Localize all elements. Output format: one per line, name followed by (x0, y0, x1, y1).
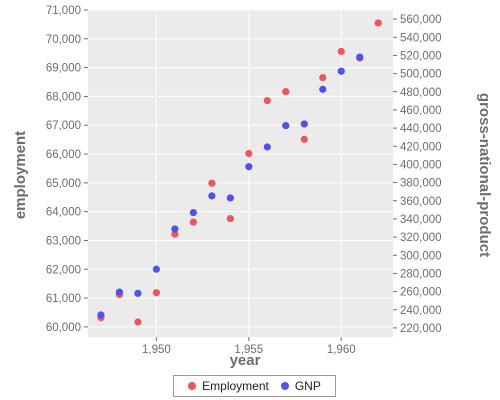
y-left-tick-label: 65,000 (46, 178, 81, 190)
y-left-axis-title: employment (12, 131, 29, 219)
y-right-tick-label: 340,000 (400, 214, 442, 226)
data-point-gnp (356, 53, 364, 61)
y-right-tick-label: 480,000 (400, 87, 442, 99)
data-point-gnp (171, 225, 179, 233)
legend-marker-employment (188, 382, 197, 390)
data-point-gnp (300, 120, 308, 128)
data-point-gnp (263, 143, 271, 151)
y-left-tick-label: 70,000 (46, 34, 81, 46)
data-point-employment (152, 289, 160, 297)
y-right-tick-label: 320,000 (400, 232, 442, 244)
legend: Employment GNP (173, 375, 336, 397)
data-point-gnp (152, 265, 160, 273)
y-left-tick-label: 68,000 (46, 91, 81, 103)
plot-background (88, 10, 393, 337)
legend-marker-gnp (280, 382, 289, 390)
legend-label-gnp: GNP (294, 379, 321, 393)
y-right-axis-ticks: 220,000 240,000 260,000 280,000 300,000 320,0… (393, 14, 442, 335)
data-point-gnp (226, 194, 234, 202)
data-point-employment (282, 87, 290, 96)
data-point-gnp (134, 289, 142, 297)
data-point-gnp (319, 85, 327, 93)
y-right-tick-label: 520,000 (400, 50, 442, 62)
y-left-tick-label: 62,000 (46, 264, 81, 276)
data-point-gnp (189, 208, 197, 217)
data-point-employment (319, 73, 327, 82)
data-point-employment (226, 214, 234, 223)
x-tick-label: 1,955 (234, 344, 263, 356)
y-right-tick-label: 400,000 (400, 159, 442, 171)
data-point-gnp (282, 121, 290, 130)
data-point-gnp (97, 311, 105, 319)
y-right-tick-label: 240,000 (400, 305, 442, 317)
x-axis-ticks: 1,950 1,955 1,960 (142, 337, 356, 356)
x-axis-title: year (230, 352, 261, 369)
y-right-tick-label: 560,000 (400, 14, 442, 26)
y-right-tick-label: 420,000 (400, 141, 442, 153)
data-point-gnp (208, 192, 216, 200)
y-right-tick-label: 260,000 (400, 287, 442, 299)
y-left-tick-label: 64,000 (46, 207, 81, 219)
y-right-tick-label: 280,000 (400, 268, 442, 280)
data-point-employment (134, 318, 142, 326)
y-left-axis-ticks: 60,000 61,000 62,000 63,000 64,000 65,000 66,0… (46, 5, 88, 334)
y-left-tick-label: 69,000 (46, 63, 81, 75)
data-point-employment (171, 230, 179, 238)
data-point-gnp (115, 288, 124, 296)
y-right-tick-label: 440,000 (400, 123, 442, 135)
y-right-tick-label: 360,000 (400, 196, 442, 208)
y-right-axis-title: gross-national-product (476, 93, 493, 257)
data-point-employment (245, 149, 253, 158)
data-point-employment (300, 135, 308, 143)
y-left-tick-label: 71,000 (46, 5, 81, 17)
data-point-employment (337, 47, 345, 55)
data-points (97, 19, 382, 326)
y-right-tick-label: 500,000 (400, 69, 442, 81)
y-right-tick-label: 220,000 (400, 323, 442, 335)
y-left-tick-label: 66,000 (46, 149, 81, 161)
y-right-tick-label: 460,000 (400, 105, 442, 117)
legend-item-employment: Employment (188, 379, 269, 393)
data-point-employment (208, 179, 216, 187)
data-point-employment (263, 96, 271, 105)
x-tick-label: 1,950 (142, 344, 171, 356)
grid-lines (88, 9, 393, 337)
x-tick-label: 1,960 (327, 344, 356, 356)
y-left-tick-label: 67,000 (46, 120, 81, 132)
y-right-tick-label: 380,000 (400, 178, 442, 190)
data-point-employment (374, 19, 382, 27)
y-right-tick-label: 540,000 (400, 32, 442, 44)
y-right-tick-label: 300,000 (400, 250, 442, 262)
legend-label-employment: Employment (202, 379, 269, 393)
legend-item-gnp: GNP (280, 379, 321, 393)
y-left-tick-label: 61,000 (46, 293, 81, 305)
data-point-gnp (245, 163, 253, 171)
y-left-tick-label: 63,000 (46, 235, 81, 247)
data-point-gnp (337, 67, 345, 75)
data-point-employment (189, 218, 197, 226)
y-left-tick-label: 60,000 (46, 322, 81, 334)
